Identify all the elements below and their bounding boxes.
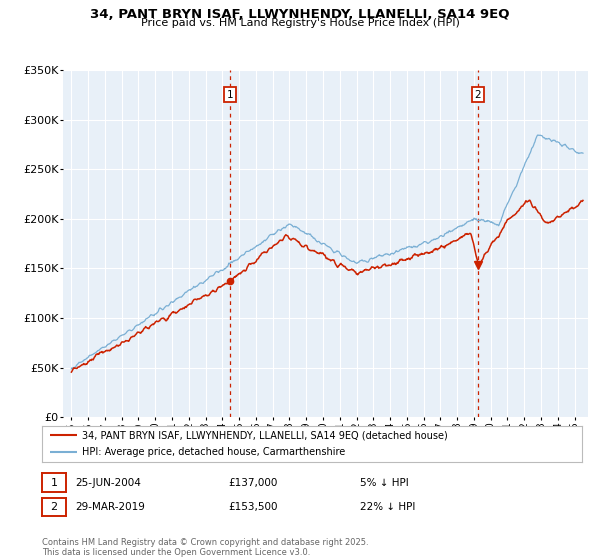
Text: Contains HM Land Registry data © Crown copyright and database right 2025.
This d: Contains HM Land Registry data © Crown c…: [42, 538, 368, 557]
Text: 2: 2: [475, 90, 481, 100]
Text: 25-JUN-2004: 25-JUN-2004: [75, 478, 141, 488]
Text: 5% ↓ HPI: 5% ↓ HPI: [360, 478, 409, 488]
Text: 34, PANT BRYN ISAF, LLWYNHENDY, LLANELLI, SA14 9EQ: 34, PANT BRYN ISAF, LLWYNHENDY, LLANELLI…: [90, 8, 510, 21]
Text: £153,500: £153,500: [228, 502, 277, 512]
Text: 1: 1: [50, 478, 58, 488]
Text: 34, PANT BRYN ISAF, LLWYNHENDY, LLANELLI, SA14 9EQ (detached house): 34, PANT BRYN ISAF, LLWYNHENDY, LLANELLI…: [83, 431, 448, 440]
Text: HPI: Average price, detached house, Carmarthenshire: HPI: Average price, detached house, Carm…: [83, 447, 346, 457]
Text: Price paid vs. HM Land Registry's House Price Index (HPI): Price paid vs. HM Land Registry's House …: [140, 18, 460, 29]
Text: 29-MAR-2019: 29-MAR-2019: [75, 502, 145, 512]
Text: 22% ↓ HPI: 22% ↓ HPI: [360, 502, 415, 512]
Text: 2: 2: [50, 502, 58, 512]
Text: £137,000: £137,000: [228, 478, 277, 488]
Text: 1: 1: [227, 90, 234, 100]
